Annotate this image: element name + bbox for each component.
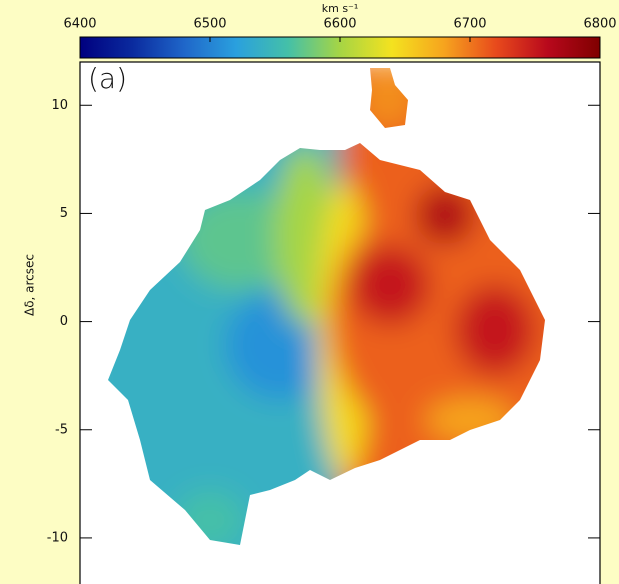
panel-label: (a) [88,62,127,95]
velocity-region [455,285,535,375]
colorbar-tick-label: 6400 [63,17,96,32]
velocity-region [350,245,430,325]
colorbar-label: km s⁻¹ [322,2,359,15]
colorbar-tick-label: 6700 [453,17,486,32]
y-tick-label: -5 [55,422,68,437]
chart: km s⁻¹ (a) Δδ, arcsec 6400 6500 6600 6700 68… [0,0,619,584]
y-tick-label: -10 [47,530,68,545]
y-tick-label: 5 [60,206,68,221]
y-tick-label: 0 [60,314,68,329]
y-tick-label: 10 [51,98,68,113]
colorbar-tick-label: 6600 [323,17,356,32]
colorbar-tick-label: 6500 [193,17,226,32]
colorbar-tick-label: 6800 [583,17,616,32]
y-axis-label: Δδ, arcsec [23,254,37,316]
